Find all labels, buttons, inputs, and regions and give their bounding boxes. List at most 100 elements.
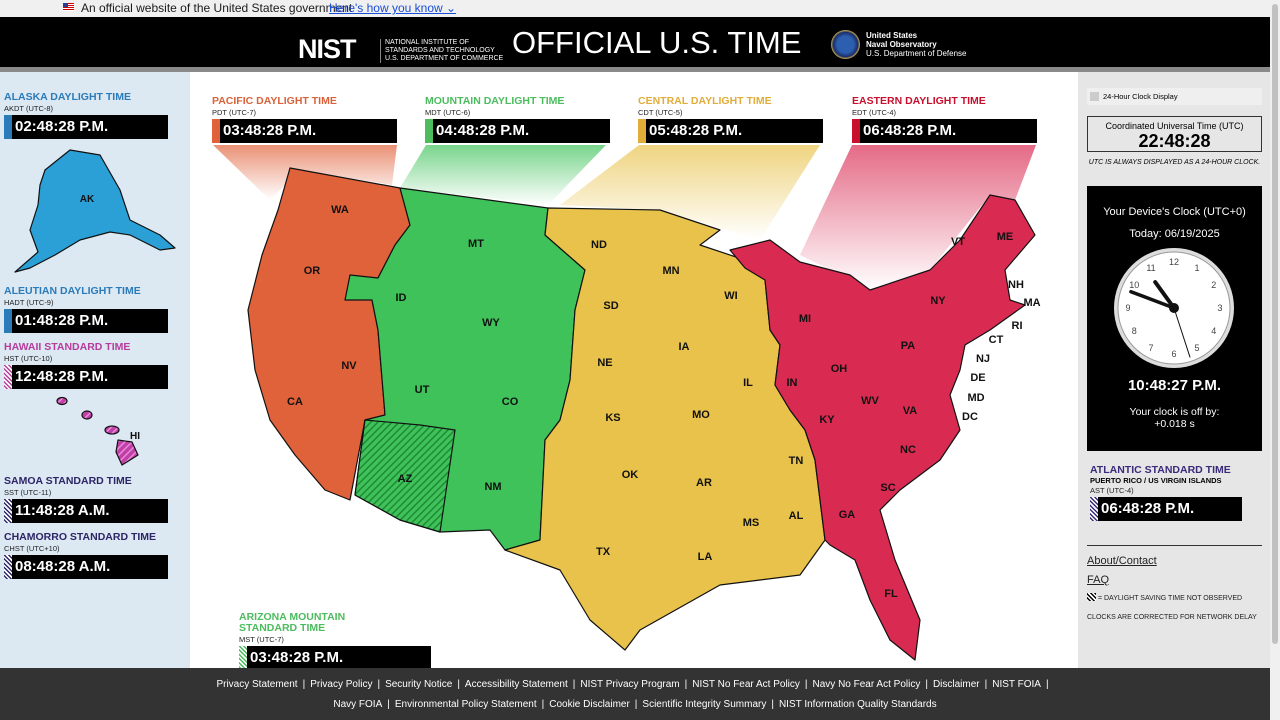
state-label-mo: MO (692, 409, 710, 421)
footer-link[interactable]: Navy FOIA (333, 699, 383, 710)
clock-alaska: 02:48:28 P.M. (4, 115, 168, 139)
zone-pacific: PACIFIC DAYLIGHT TIME PDT (UTC-7) 03:48:2… (212, 95, 397, 143)
footer-link[interactable]: Privacy Statement (216, 679, 298, 690)
arizona-zone (354, 419, 456, 533)
state-label-al: AL (789, 510, 804, 522)
clock-numeral: 3 (1217, 303, 1222, 313)
nist-logo[interactable]: NIST (298, 34, 357, 64)
24-hour-toggle[interactable]: 24-Hour Clock Display (1087, 88, 1262, 105)
clock-numeral: 4 (1211, 326, 1216, 336)
state-label-ms: MS (743, 517, 760, 529)
footer-link[interactable]: Navy No Fear Act Policy (812, 679, 921, 690)
state-label-il: IL (743, 377, 753, 389)
state-label-ut: UT (415, 384, 430, 396)
nist-subtitle: NATIONAL INSTITUTE OF STANDARDS AND TECHN… (380, 39, 503, 63)
state-label-wi: WI (724, 290, 737, 302)
state-label-ri: RI (1012, 320, 1023, 332)
zone-atlantic: ATLANTIC STANDARD TIME PUERTO RICO / US V… (1090, 464, 1242, 521)
footer-link[interactable]: Cookie Disclaimer (549, 699, 630, 710)
footer-link[interactable]: NIST Information Quality Standards (778, 699, 937, 710)
state-label-la: LA (698, 551, 713, 563)
clock-central: 05:48:28 P.M. (638, 119, 823, 143)
footer-link[interactable]: Disclaimer (932, 679, 980, 690)
state-label-nv: NV (341, 360, 357, 372)
footer-link[interactable]: Scientific Integrity Summary (642, 699, 767, 710)
state-label-ky: KY (819, 414, 835, 426)
state-label-co: CO (502, 396, 519, 408)
state-label-ks: KS (605, 412, 620, 424)
state-label-mi: MI (799, 313, 811, 325)
state-label-wv: WV (861, 395, 879, 407)
utc-clock: Coordinated Universal Time (UTC) 22:48:28 (1087, 116, 1262, 152)
gov-banner: An official website of the United States… (0, 0, 1270, 17)
state-label-sd: SD (603, 300, 618, 312)
zone-chamorro: CHAMORRO STANDARD TIME CHST (UTC+10) 08:4… (4, 531, 168, 579)
central-fan (560, 145, 820, 240)
state-label-az: AZ (398, 473, 413, 485)
zone-alaska: ALASKA DAYLIGHT TIME AKDT (UTC-8) 02:48:2… (4, 91, 168, 139)
footer-link[interactable]: NIST Privacy Program (580, 679, 680, 690)
zone-hawaii: HAWAII STANDARD TIME HST (UTC-10) 12:48:2… (4, 341, 168, 389)
alaska-shape (14, 149, 176, 273)
state-label-ne: NE (597, 357, 612, 369)
footer-link[interactable]: NIST No Fear Act Policy (692, 679, 800, 690)
divider (1087, 545, 1262, 546)
clock-numeral: 7 (1148, 343, 1153, 353)
state-label-mt: MT (468, 238, 484, 250)
checkbox-24-hour[interactable] (1090, 92, 1099, 101)
gov-banner-text: An official website of the United States… (81, 1, 353, 15)
zone-arizona: ARIZONA MOUNTAIN STANDARD TIME MST (UTC-7… (239, 612, 431, 670)
zone-samoa: SAMOA STANDARD TIME SST (UTC-11) 11:48:28… (4, 475, 168, 523)
network-note: CLOCKS ARE CORRECTED FOR NETWORK DELAY (1087, 614, 1257, 621)
minute-hand (1129, 289, 1176, 310)
eastern-fan (800, 145, 1036, 290)
scrollbar[interactable] (1270, 0, 1280, 720)
state-label-pa: PA (901, 340, 916, 352)
state-label-ca: CA (287, 396, 303, 408)
state-label-de: DE (970, 372, 985, 384)
state-label-ct: CT (989, 334, 1004, 346)
how-you-know-link[interactable]: Here's how you know ⌄ (329, 1, 457, 15)
state-label-oh: OH (831, 363, 848, 375)
state-label-ar: AR (696, 477, 712, 489)
second-hand (1173, 307, 1191, 358)
utc-note: UTC IS ALWAYS DISPLAYED AS A 24-HOUR CLO… (1088, 159, 1261, 166)
footer-link[interactable]: Security Notice (385, 679, 453, 690)
clock-numeral: 6 (1171, 349, 1176, 359)
clock-aleutian: 01:48:28 P.M. (4, 309, 168, 333)
hawaii-big-island (115, 439, 139, 466)
clock-numeral: 9 (1125, 303, 1130, 313)
state-label-ga: GA (839, 509, 856, 521)
hawaii-maui (104, 425, 120, 435)
site-header: NIST NATIONAL INSTITUTE OF STANDARDS AND … (0, 17, 1270, 72)
hour-hand (1153, 280, 1176, 310)
footer-link[interactable]: NIST FOIA (992, 679, 1041, 690)
state-label-in: IN (787, 377, 798, 389)
state-label-nd: ND (591, 239, 607, 251)
state-label-me: ME (997, 231, 1014, 243)
clock-hawaii: 12:48:28 P.M. (4, 365, 168, 389)
dst-legend: = DAYLIGHT SAVING TIME NOT OBSERVED (1087, 593, 1262, 604)
usno-seal-icon (831, 30, 860, 59)
clock-arizona: 03:48:28 P.M. (239, 646, 431, 670)
zone-central: CENTRAL DAYLIGHT TIME CDT (UTC-5) 05:48:2… (638, 95, 823, 143)
footer-link[interactable]: Environmental Policy Statement (394, 699, 537, 710)
state-label-ia: IA (679, 341, 690, 353)
state-label-ma: MA (1023, 297, 1040, 309)
faq-link[interactable]: FAQ (1087, 574, 1110, 586)
eastern-zone (729, 194, 1036, 661)
footer-link[interactable]: Accessibility Statement (464, 679, 568, 690)
clock-numeral: 11 (1146, 263, 1155, 273)
usno-logo[interactable]: United States Naval Observatory U.S. Depar… (866, 31, 967, 58)
footer: Privacy Statement | Privacy Policy | Securit… (0, 668, 1270, 720)
clock-numeral: 12 (1169, 257, 1179, 267)
footer-link[interactable]: Privacy Policy (310, 679, 373, 690)
about-contact-link[interactable]: About/Contact (1087, 555, 1157, 567)
state-label-nj: NJ (976, 353, 990, 365)
clock-numeral: 8 (1132, 326, 1137, 336)
clock-numeral: 10 (1129, 280, 1139, 290)
clock-numeral: 1 (1194, 263, 1199, 273)
mountain-fan (400, 145, 606, 205)
